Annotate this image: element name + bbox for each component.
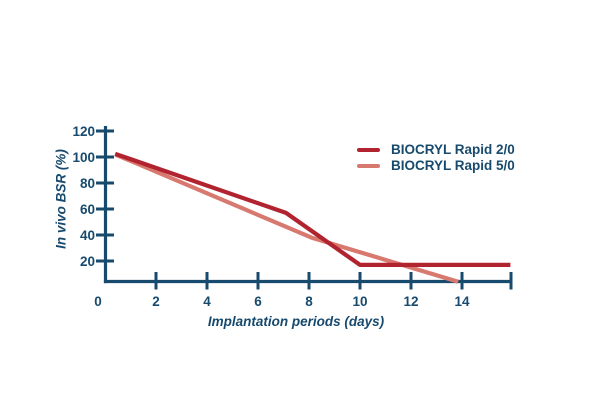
series-line-biocryl-rapid-5-0 [114, 152, 459, 284]
x-tick-label: 6 [254, 294, 262, 309]
y-tick-label: 80 [80, 176, 95, 191]
x-tick-label: 8 [305, 294, 313, 309]
legend-swatch-icon-5-0 [357, 163, 380, 168]
x-tick-label: 4 [203, 294, 211, 309]
x-tick-label: 14 [454, 294, 470, 309]
legend-swatch-icon-2-0 [357, 147, 380, 152]
legend-item-biocryl-rapid-5-0: BIOCRYL Rapid 5/0 [357, 159, 515, 172]
x-tick-label: 0 [94, 294, 102, 309]
x-tick-label: 10 [352, 294, 367, 309]
x-tick-label: 12 [403, 294, 418, 309]
legend-label-biocryl-rapid-2-0: BIOCRYL Rapid 2/0 [391, 142, 515, 157]
legend: BIOCRYL Rapid 2/0 BIOCRYL Rapid 5/0 [357, 143, 515, 172]
y-tick-label: 20 [80, 254, 95, 269]
legend-label-biocryl-rapid-5-0: BIOCRYL Rapid 5/0 [391, 158, 515, 173]
series-line-biocryl-rapid-2-0 [114, 151, 511, 267]
legend-item-biocryl-rapid-2-0: BIOCRYL Rapid 2/0 [357, 143, 515, 156]
y-tick-label: 100 [72, 150, 95, 165]
y-tick-label: 40 [80, 228, 95, 243]
y-axis-title: In vivo BSR (%) [53, 149, 69, 249]
y-tick-label: 120 [72, 124, 95, 139]
x-tick-label: 2 [152, 294, 160, 309]
y-tick-label: 60 [80, 202, 95, 217]
x-axis-title: Implantation periods (days) [207, 314, 385, 329]
